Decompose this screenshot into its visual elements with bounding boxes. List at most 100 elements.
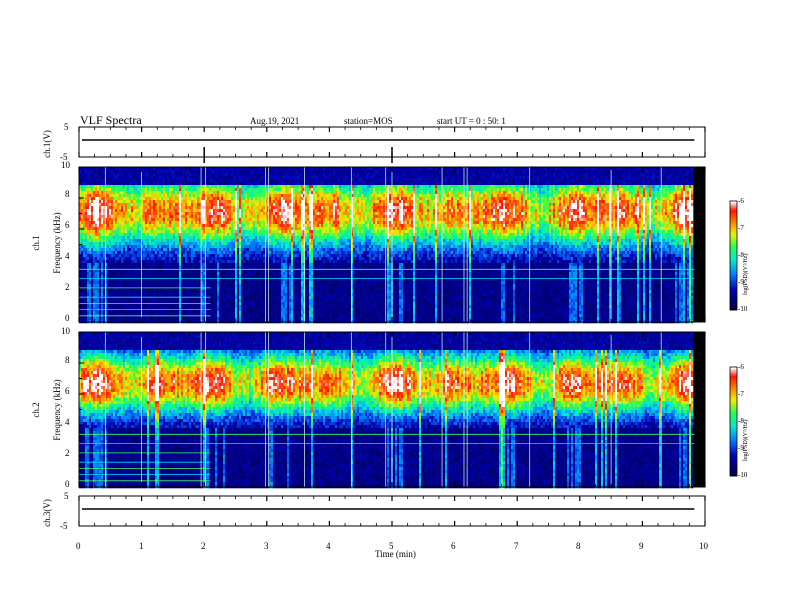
cb1-label: log(PSD)(V²/Hz) xyxy=(743,215,749,295)
colorbar-ch2-segment xyxy=(730,416,737,418)
colorbar-ch1-segment xyxy=(730,301,737,303)
colorbar-ch2-segment xyxy=(730,441,737,443)
colorbar-ch1-segment xyxy=(730,294,737,296)
x-axis-label: Time (min) xyxy=(375,549,416,559)
colorbar-ch1-segment xyxy=(730,230,737,232)
colorbar-ch1-segment xyxy=(730,250,737,252)
colorbar-ch2-segment xyxy=(730,472,737,474)
colorbar-ch1-segment xyxy=(730,208,737,210)
colorbar-ch1-segment xyxy=(730,243,737,245)
colorbar-ch1-segment xyxy=(730,299,737,301)
colorbar-ch2-segment xyxy=(730,398,737,400)
colorbar-ch1-segment xyxy=(730,295,737,297)
colorbar-ch2-segment xyxy=(730,378,737,380)
colorbar-ch1-segment xyxy=(730,263,737,265)
cb1-tick: -6 xyxy=(738,197,744,205)
colorbar-ch1-segment xyxy=(730,261,737,263)
colorbar-ch1-segment xyxy=(730,257,737,259)
start-time-label: start UT = 0 : 50: 1 xyxy=(437,116,506,126)
xtick: 10 xyxy=(699,541,708,551)
ch1-ftick: 6 xyxy=(65,220,70,230)
ch1-panel-label: ch.1 xyxy=(31,213,41,273)
colorbar-ch2-segment xyxy=(730,447,737,449)
ch2-ftick: 8 xyxy=(65,355,70,365)
colorbar-ch2-segment xyxy=(730,443,737,445)
colorbar-ch2-segment xyxy=(730,380,737,382)
colorbar-ch1-segment xyxy=(730,245,737,247)
colorbar-ch1-segment xyxy=(730,268,737,270)
colorbar-ch1-segment xyxy=(730,237,737,239)
colorbar-ch1-segment xyxy=(730,256,737,258)
colorbar-ch1-segment xyxy=(730,275,737,277)
xtick: 9 xyxy=(639,541,644,551)
colorbar-ch1-segment xyxy=(730,206,737,208)
colorbar-ch1-segment xyxy=(730,274,737,276)
ch3-voltage-ylabel: ch.3(V) xyxy=(42,488,52,538)
colorbar-ch1-segment xyxy=(730,270,737,272)
ch2-ftick: 0 xyxy=(65,479,70,489)
xtick: 7 xyxy=(514,541,519,551)
colorbar-ch1-segment xyxy=(730,216,737,218)
colorbar-ch1-segment xyxy=(730,306,737,308)
colorbar-ch1-segment xyxy=(730,225,737,227)
ch1-ftick: 2 xyxy=(65,282,70,292)
colorbar-ch1-segment xyxy=(730,259,737,261)
colorbar-ch2-segment xyxy=(730,471,737,473)
colorbar-ch2-segment xyxy=(730,454,737,456)
colorbar-ch1-segment xyxy=(730,212,737,214)
colorbar-ch1-segment xyxy=(730,288,737,290)
colorbar-ch1-segment xyxy=(730,226,737,228)
ch2-ftick: 4 xyxy=(65,417,70,427)
colorbar-ch1-segment xyxy=(730,241,737,243)
colorbar-ch2-segment xyxy=(730,469,737,471)
colorbar-ch2-segment xyxy=(730,438,737,440)
colorbar-ch2-segment xyxy=(730,371,737,373)
ch1-ftick: 4 xyxy=(65,251,70,261)
colorbar-ch1-segment xyxy=(730,272,737,274)
colorbar-ch1-segment xyxy=(730,214,737,216)
colorbar-ch1-segment xyxy=(730,266,737,268)
colorbar-ch2-segment xyxy=(730,425,737,427)
colorbar-ch1-segment xyxy=(730,281,737,283)
colorbar-ch2-segment xyxy=(730,369,737,371)
colorbar-ch2-segment xyxy=(730,383,737,385)
colorbar-ch1-segment xyxy=(730,279,737,281)
colorbar-ch2-segment xyxy=(730,436,737,438)
colorbar-ch2-segment xyxy=(730,458,737,460)
colorbar-ch2-segment xyxy=(730,440,737,442)
colorbar-ch1-segment xyxy=(730,283,737,285)
colorbar-ch2-segment xyxy=(730,434,737,436)
ch2-spectrogram xyxy=(79,332,705,488)
colorbar-ch1-segment xyxy=(730,286,737,288)
xtick: 0 xyxy=(76,541,81,551)
colorbar-ch2-segment xyxy=(730,405,737,407)
colorbar-ch2-segment xyxy=(730,400,737,402)
colorbar-ch2-segment xyxy=(730,391,737,393)
xtick: 2 xyxy=(201,541,206,551)
colorbar-ch2-segment xyxy=(730,420,737,422)
colorbar-ch1-segment xyxy=(730,217,737,219)
colorbar-ch2-segment xyxy=(730,432,737,434)
ch2-ftick: 6 xyxy=(65,386,70,396)
xtick: 6 xyxy=(451,541,456,551)
colorbar-ch2-segment xyxy=(730,423,737,425)
ch2-panel-label: ch.2 xyxy=(31,380,41,440)
cb1-tick: -10 xyxy=(738,305,747,313)
colorbar-ch2-segment xyxy=(730,394,737,396)
ch1-ftick: 10 xyxy=(61,160,70,170)
colorbar-ch2-segment xyxy=(730,409,737,411)
colorbar-ch2-segment xyxy=(730,407,737,409)
colorbar-ch1-segment xyxy=(730,303,737,305)
colorbar-ch1-segment xyxy=(730,290,737,292)
date-label: Aug.19, 2021 xyxy=(250,116,299,126)
cb2-tick: -10 xyxy=(738,471,747,479)
ch1-voltage-ylabel: ch.1(V) xyxy=(42,119,52,169)
colorbar-ch2-segment xyxy=(730,449,737,451)
colorbar-ch1-segment xyxy=(730,277,737,279)
colorbar-ch2-segment xyxy=(730,414,737,416)
colorbar-ch1-segment xyxy=(730,228,737,230)
colorbar-ch2-segment xyxy=(730,452,737,454)
colorbar-ch2-segment xyxy=(730,429,737,431)
colorbar-ch2-segment xyxy=(730,389,737,391)
colorbar-ch2-segment xyxy=(730,465,737,467)
